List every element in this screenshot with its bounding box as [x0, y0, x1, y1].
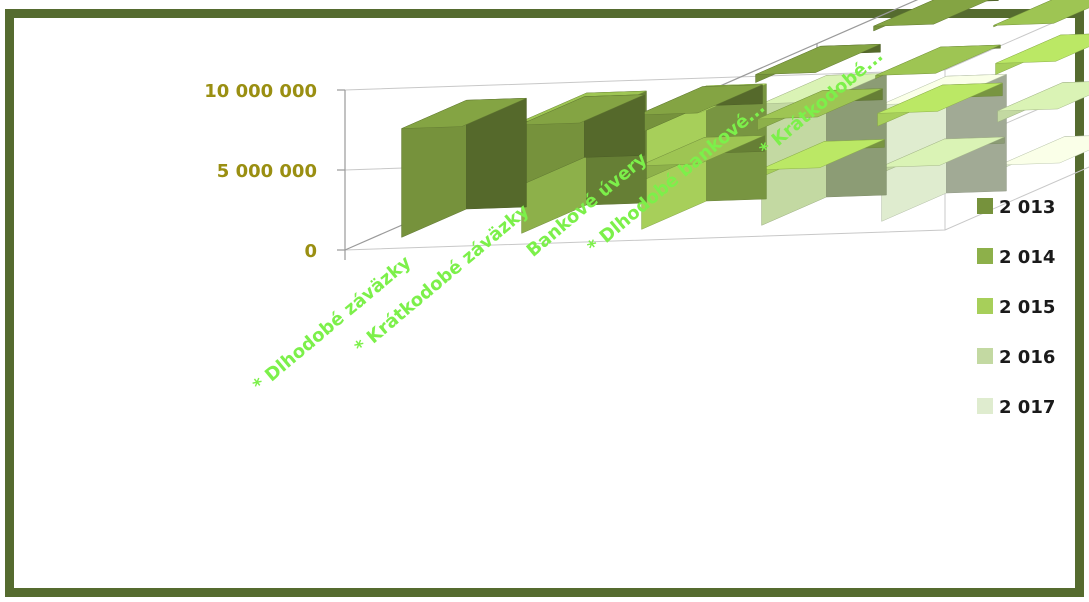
bar-top-face — [873, 0, 990, 27]
legend-swatch — [977, 348, 993, 364]
legend-swatch — [977, 248, 993, 264]
y-tick-label: 5 000 000 — [217, 161, 317, 182]
bar-top-face — [875, 44, 1001, 76]
legend-label: 2 017 — [999, 397, 1055, 418]
y-tick-label: 10 000 000 — [204, 81, 317, 102]
bar-top-face — [995, 33, 1089, 64]
bar — [401, 97, 527, 238]
bar-top-face — [759, 139, 885, 171]
bar-top-face — [637, 84, 763, 116]
bar-top-face — [401, 97, 527, 129]
legend-label: 2 014 — [999, 247, 1055, 268]
legend-swatch — [977, 398, 993, 414]
bar — [999, 135, 1089, 171]
bar — [637, 84, 763, 135]
legend-entry: 2 016 — [977, 347, 1055, 368]
legend-entry: 2 013 — [977, 197, 1055, 218]
bar-top-face — [755, 43, 881, 75]
bar-top-face — [757, 88, 883, 120]
bar-top-face — [993, 0, 1089, 26]
bar-top-face — [519, 94, 645, 126]
legend-entry: 2 015 — [977, 297, 1055, 318]
bar — [877, 82, 1003, 127]
bar — [995, 33, 1089, 75]
legend-label: 2 013 — [999, 197, 1055, 218]
y-tick-label: 0 — [304, 241, 317, 262]
legend-label: 2 015 — [999, 297, 1055, 318]
bar — [997, 81, 1089, 123]
legend-entry: 2 017 — [977, 397, 1055, 418]
bar — [759, 139, 885, 179]
bar — [993, 0, 1089, 28]
bar-top-face — [999, 135, 1089, 166]
bar — [875, 44, 1001, 79]
bar-top-face — [879, 136, 1005, 168]
bar — [757, 88, 883, 131]
bar — [755, 43, 881, 83]
bar-top-face — [639, 135, 765, 167]
legend-label: 2 016 — [999, 347, 1055, 368]
legend-entry: 2 014 — [977, 247, 1055, 268]
bar-top-face — [877, 82, 1003, 114]
legend-swatch — [977, 298, 993, 314]
bar — [873, 0, 999, 32]
bar — [639, 135, 765, 183]
bar-top-face — [997, 81, 1089, 112]
bar — [519, 94, 645, 187]
legend-swatch — [977, 198, 993, 214]
